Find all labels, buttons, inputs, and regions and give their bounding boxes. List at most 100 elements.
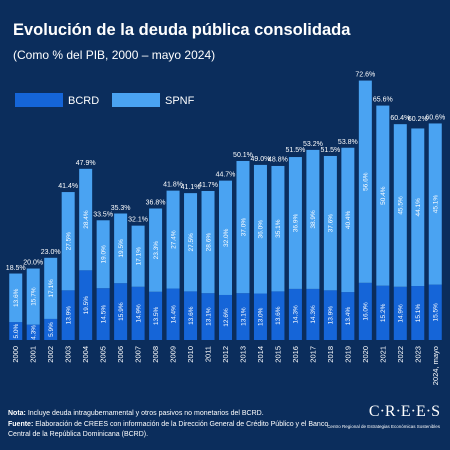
total-label: 60.2% [408, 116, 428, 123]
segment-label: 13.6% [13, 288, 20, 307]
bar-segment [288, 288, 302, 340]
segment-label: 45.5% [398, 196, 405, 215]
segment-label: 19.5% [83, 296, 90, 315]
segment-label: 14.9% [135, 304, 142, 323]
total-label: 41.4% [58, 183, 78, 190]
segment-label: 13.6% [275, 306, 282, 325]
segment-label: 14.4% [170, 305, 177, 324]
segment-label: 27.5% [65, 232, 72, 251]
bar-segment [288, 157, 302, 289]
bar-segment [166, 288, 180, 340]
bar-segment [411, 286, 425, 340]
segment-label: 28.4% [83, 210, 90, 229]
total-label: 48.8% [268, 157, 288, 164]
segment-label: 56.6% [363, 172, 370, 191]
segment-label: 14.3% [310, 305, 317, 324]
bar-segment [149, 208, 163, 292]
bar-segment [323, 290, 337, 340]
chart-title: Evolución de la deuda pública consolidad… [13, 21, 351, 39]
total-label: 72.6% [355, 72, 375, 79]
segment-label: 5.9% [48, 322, 55, 337]
x-tick-label: 2021 [378, 346, 387, 363]
segment-label: 15.2% [380, 303, 387, 322]
total-label: 51.5% [320, 147, 340, 154]
note-label: Nota: [8, 410, 26, 417]
segment-label: 13.1% [205, 307, 212, 326]
total-label: 18.5% [6, 265, 26, 272]
bar-segment [131, 225, 145, 287]
bar-segment [166, 190, 180, 289]
bar-segment [96, 220, 110, 289]
total-label: 50.1% [233, 152, 253, 159]
x-tick-label: 2008 [151, 346, 160, 363]
chart-subtitle: (Como % del PIB, 2000 – mayo 2024) [13, 48, 215, 62]
x-tick-label: 2002 [46, 346, 55, 363]
segment-label: 37.6% [328, 214, 335, 233]
segment-label: 5.0% [13, 323, 20, 338]
x-tick-label: 2019 [343, 346, 352, 363]
x-tick-label: 2013 [238, 346, 247, 363]
segment-label: 13.9% [65, 306, 72, 325]
bar-segment [376, 105, 390, 286]
source-label: Fuente: [8, 421, 34, 428]
segment-label: 14.9% [398, 304, 405, 323]
segment-label: 44.1% [415, 198, 422, 217]
bar-segment [393, 124, 407, 287]
segment-label: 15.1% [415, 304, 422, 323]
x-tick-label: 2007 [134, 346, 143, 363]
segment-label: 15.9% [118, 302, 125, 321]
bar-segment [79, 270, 93, 340]
bar-segment [253, 293, 267, 340]
bar-segment [236, 293, 250, 340]
segment-label: 19.5% [118, 239, 125, 258]
segment-label: 50.4% [380, 186, 387, 205]
bar-segment [184, 291, 198, 340]
source: Fuente: Elaboración de CREES con informa… [8, 420, 338, 439]
segment-label: 13.1% [240, 307, 247, 326]
segment-label: 38.9% [310, 210, 317, 229]
x-tick-label: 2018 [326, 346, 335, 363]
segment-label: 13.5% [153, 306, 160, 325]
x-tick-label: 2024, mayo [431, 346, 440, 385]
x-tick-label: 2014 [256, 346, 265, 363]
bar-segment [341, 292, 355, 340]
segment-label: 14.5% [100, 305, 107, 324]
segment-label: 17.1% [48, 279, 55, 298]
bar-segment [61, 192, 75, 291]
total-label: 32.1% [128, 216, 148, 223]
bar-segment [9, 273, 23, 323]
total-label: 60.4% [390, 115, 410, 122]
x-tick-label: 2010 [186, 346, 195, 363]
bar-segment [219, 294, 232, 340]
segment-label: 16.0% [363, 302, 370, 321]
segment-label: 15.5% [433, 303, 440, 322]
x-tick-label: 2015 [273, 346, 282, 363]
bar-segment [358, 282, 372, 340]
segment-label: 45.1% [433, 195, 440, 214]
segment-label: 19.0% [100, 245, 107, 264]
segment-label: 13.4% [345, 307, 352, 326]
bar-segment [219, 180, 232, 295]
bar-segment [114, 213, 128, 284]
segment-label: 37.0% [240, 218, 247, 237]
total-label: 41.1% [181, 184, 201, 191]
bar-segment [44, 318, 58, 340]
total-label: 20.0% [23, 260, 43, 267]
segment-label: 12.6% [223, 308, 230, 327]
bar-segment [271, 291, 285, 340]
segment-label: 17.1% [135, 247, 142, 266]
segment-label: 13.9% [328, 306, 335, 325]
x-tick-label: 2023 [413, 346, 422, 363]
total-label: 41.7% [198, 182, 218, 189]
total-label: 60.6% [425, 114, 445, 121]
bar-segment [26, 268, 40, 325]
bar-segment [428, 284, 442, 340]
legend-label: BCRD [68, 95, 99, 107]
bar-segment [114, 283, 128, 340]
x-tick-label: 2009 [169, 346, 178, 363]
total-label: 23.0% [41, 249, 61, 256]
segment-label: 40.4% [345, 211, 352, 230]
bar-segment [26, 324, 40, 340]
